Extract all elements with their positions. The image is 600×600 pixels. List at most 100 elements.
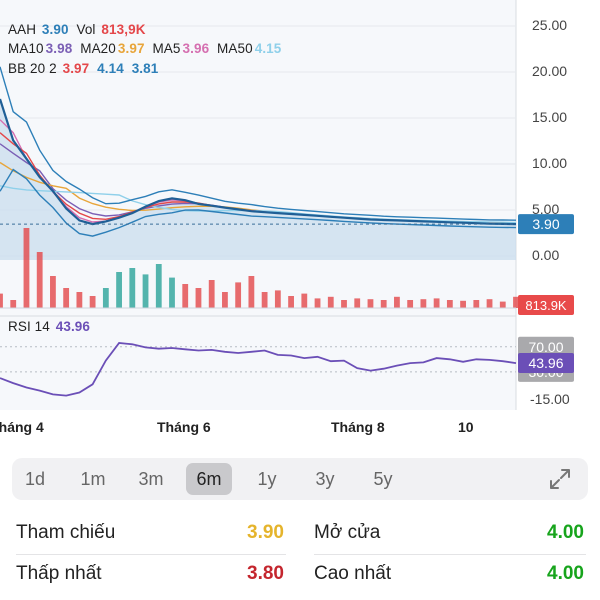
bb-upper-line <box>0 66 517 221</box>
legend-price-line: AAH 3.90 Vol 813,9K <box>8 22 150 37</box>
open-label: Mở cửa <box>314 522 381 543</box>
rsi-value-badge-label: 43.96 <box>528 355 563 371</box>
price-tick-label: 10.00 <box>532 155 567 171</box>
volume-bar <box>460 300 466 308</box>
range-1m-button[interactable]: 1m <box>80 469 106 489</box>
bb-label: BB 20 2 <box>8 61 57 76</box>
reference-label: Tham chiếu <box>16 522 116 543</box>
expand-arrows-icon[interactable] <box>548 467 572 491</box>
volume-bar <box>182 284 189 308</box>
volume-bar <box>129 268 136 308</box>
low-label: Thấp nhất <box>16 563 102 584</box>
volume-bar <box>341 300 347 308</box>
ma5-label: MA5 <box>152 41 181 56</box>
rsi-level-label: 70.00 <box>528 339 563 355</box>
high-label: Cao nhất <box>314 563 392 584</box>
bb-lower-line <box>0 168 517 237</box>
rsi-label: RSI 14 <box>8 319 50 334</box>
volume-badge <box>518 295 574 315</box>
rsi-value: 43.96 <box>55 319 91 334</box>
volume-bar <box>354 298 361 308</box>
volume-bar <box>513 296 519 308</box>
range-6m-button[interactable]: 6m <box>186 463 232 495</box>
legend-bb-line: BB 20 2 3.97 4.14 3.81 <box>8 61 162 76</box>
volume-bar <box>102 288 109 308</box>
ma50-value: 4.15 <box>254 41 282 56</box>
open-value: 4.00 <box>547 522 584 543</box>
price-tick-label: 20.00 <box>532 63 567 79</box>
rsi-value-badge <box>518 353 574 374</box>
range-3y-button[interactable]: 3y <box>315 469 335 489</box>
price-tick-label: 5.00 <box>532 201 559 217</box>
price-value: 3.90 <box>41 22 69 37</box>
ticker-label: AAH <box>8 22 37 37</box>
volume-bar <box>394 296 400 308</box>
price-area <box>0 99 516 260</box>
bb-mid-value: 3.97 <box>62 61 90 76</box>
volume-bar <box>486 299 493 308</box>
rsi-min-label: -15.00 <box>530 391 570 407</box>
ma5-value: 3.96 <box>182 41 210 56</box>
bb-upper-value: 4.14 <box>97 61 124 76</box>
volume-bar <box>89 296 96 308</box>
legend-ma-line: MA10 3.98 MA20 3.97 MA5 3.96 MA50 4.15 <box>8 41 285 56</box>
reference-value: 3.90 <box>247 522 284 543</box>
volume-bar <box>274 290 281 308</box>
rsi-legend: RSI 14 43.96 <box>8 319 94 334</box>
volume-bar <box>0 293 3 308</box>
volume-bar <box>314 298 321 308</box>
volume-bar <box>261 292 268 308</box>
range-3m-button[interactable]: 3m <box>138 469 164 489</box>
stock-chart[interactable]: 25.00 20.00 15.00 10.00 5.00 0.00 3.90 813.9K 70… <box>0 0 600 445</box>
volume-bar <box>10 300 17 308</box>
range-1y-button[interactable]: 1y <box>257 469 277 489</box>
range-selector: 1d 1m 3m 6m 1y 3y 5y <box>12 458 588 500</box>
volume-bar <box>50 276 56 308</box>
x-label-august: Tháng 8 <box>331 419 385 435</box>
volume-bar <box>235 282 242 308</box>
volume-bar <box>301 293 308 308</box>
volume-bar <box>288 296 294 308</box>
low-value: 3.80 <box>247 563 284 584</box>
ma10-value: 3.98 <box>45 41 73 56</box>
volume-bar <box>76 292 83 308</box>
volume-bar <box>155 264 162 308</box>
range-1d-button[interactable]: 1d <box>24 469 46 489</box>
volume-badge-label: 813.9K <box>525 298 567 313</box>
ma20-label: MA20 <box>80 41 116 56</box>
vol-label: Vol <box>76 22 96 37</box>
volume-bar <box>36 252 43 308</box>
stat-divider <box>314 554 586 555</box>
bb-lower-value: 3.81 <box>131 61 159 76</box>
x-label-june: Tháng 6 <box>157 419 211 435</box>
vol-value: 813,9K <box>101 22 146 37</box>
chart-canvas[interactable]: 25.00 20.00 15.00 10.00 5.00 0.00 3.90 813.9K 70… <box>0 0 600 445</box>
volume-bar <box>195 288 202 308</box>
volume-bar <box>116 272 122 308</box>
ma10-label: MA10 <box>8 41 44 56</box>
ma20-value: 3.97 <box>117 41 145 56</box>
price-tick-label: 25.00 <box>532 17 567 33</box>
rsi-line <box>0 342 517 397</box>
volume-bar <box>222 292 228 308</box>
volume-bar <box>407 300 414 308</box>
volume-bar <box>433 298 440 308</box>
volume-bar <box>367 299 374 308</box>
high-value: 4.00 <box>547 563 584 584</box>
volume-bar <box>142 274 149 308</box>
volume-bar <box>446 300 453 308</box>
range-5y-button[interactable]: 5y <box>373 469 393 489</box>
volume-bar <box>473 300 480 308</box>
volume-bar <box>169 277 175 308</box>
price-line <box>0 98 517 226</box>
price-tick-label: 0.00 <box>532 247 559 263</box>
volume-bar <box>23 228 30 308</box>
price-tick-label: 15.00 <box>532 109 567 125</box>
volume-bar <box>380 300 387 308</box>
stat-divider <box>16 554 286 555</box>
volume-bar <box>63 288 70 308</box>
rsi-level-badge <box>518 336 574 357</box>
volume-bar <box>327 296 334 308</box>
ma50-label: MA50 <box>217 41 253 56</box>
volume-bar <box>499 301 506 308</box>
